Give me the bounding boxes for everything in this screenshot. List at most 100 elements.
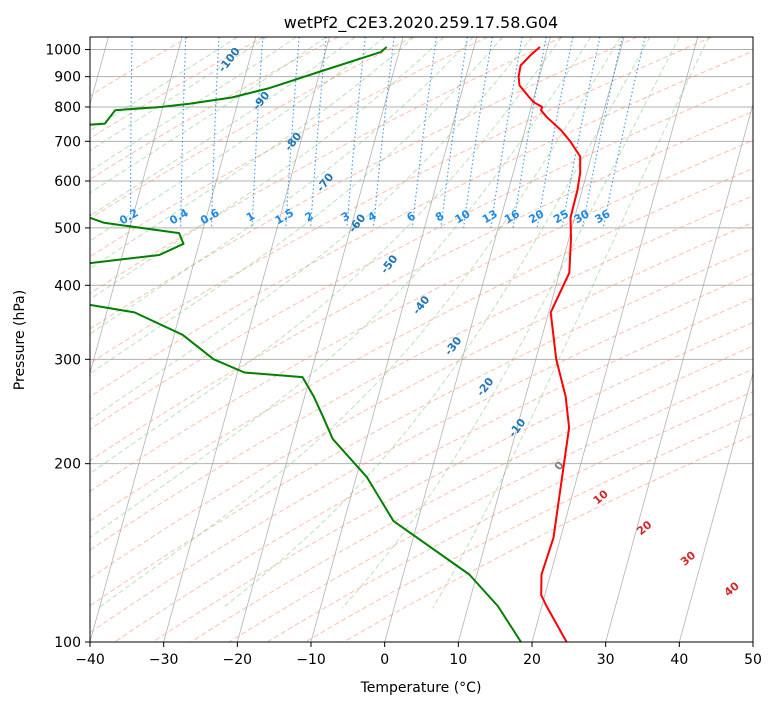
mixing-ratio-line <box>536 37 574 228</box>
dry-adiabat-label: 20 <box>634 518 654 538</box>
isotherm-label: -80 <box>282 130 305 154</box>
y-tick-label: 400 <box>54 278 81 294</box>
dry-adiabat-line <box>90 247 753 607</box>
dry-adiabat-label: 40 <box>722 579 742 599</box>
moist-adiabat-line <box>90 37 562 475</box>
x-tick-label: 40 <box>670 652 688 668</box>
moist-adiabat-line <box>90 37 268 152</box>
isotherm-line <box>678 371 753 642</box>
x-tick-label: 20 <box>523 652 541 668</box>
mixing-ratio-line <box>130 37 133 228</box>
moist-adiabat-line <box>90 37 386 242</box>
mixing-ratio-label: 6 <box>405 209 418 224</box>
moist-adiabat-line <box>90 37 415 270</box>
isotherm-line <box>457 37 625 642</box>
x-tick-label: 10 <box>449 652 467 668</box>
isotherm-line <box>605 102 753 642</box>
mixing-ratio-line <box>372 37 395 228</box>
isotherm-label: -30 <box>442 334 465 358</box>
isotherm-line <box>752 640 753 642</box>
y-tick-label: 100 <box>54 635 81 651</box>
dry-adiabat-line <box>90 37 488 258</box>
mixing-ratio-label: 0.6 <box>198 206 222 227</box>
isotherm-label: -10 <box>506 416 529 440</box>
dry-adiabat-label: 10 <box>591 487 611 507</box>
x-tick-label: −30 <box>149 652 179 668</box>
profile-series-layer <box>90 46 582 642</box>
mixing-ratio-label: 16 <box>502 207 522 226</box>
grid-layer <box>90 37 753 642</box>
dry-adiabat-line <box>90 139 753 492</box>
dry-adiabat-line <box>90 195 753 551</box>
mixing-ratio-label: 20 <box>526 207 546 226</box>
dry-adiabat-line <box>228 368 753 642</box>
y-tick-label: 900 <box>54 70 81 86</box>
x-tick-label: 0 <box>380 652 389 668</box>
x-tick-label: −40 <box>75 652 105 668</box>
dry-adiabat-label: 30 <box>678 549 698 569</box>
isotherm-label: -50 <box>378 252 401 276</box>
mixing-ratio-label: 36 <box>593 207 613 226</box>
temperature-profile-line <box>517 46 582 642</box>
dry-adiabat-line <box>90 37 563 295</box>
isotherm-line <box>384 37 551 642</box>
y-tick-label: 500 <box>54 221 81 237</box>
y-tick-label: 600 <box>54 174 81 190</box>
isotherm-line <box>163 37 330 642</box>
mixing-ratio-line <box>561 37 601 228</box>
isotherm-line <box>90 37 183 375</box>
mixing-ratio-line <box>440 37 469 228</box>
isotherm-line <box>236 37 404 642</box>
dry-adiabat-line <box>90 37 712 365</box>
mixing-ratio-label: 30 <box>572 207 592 226</box>
x-axis-ticks: −40 −30 −20 −10 0 10 20 30 40 50 <box>75 642 762 668</box>
mixing-ratio-line <box>490 37 523 228</box>
moist-adiabat-line <box>90 37 533 421</box>
dry-adiabat-line <box>90 37 264 139</box>
x-tick-label: −10 <box>296 652 326 668</box>
moist-adiabat-line <box>90 37 474 335</box>
y-axis-title: Pressure (hPa) <box>12 290 28 390</box>
mixing-ratio-line <box>82 37 84 228</box>
y-tick-label: 1000 <box>45 43 81 59</box>
reference-labels-layer: 0.1 0.2 0.4 0.6 1 1.5 2 3 4 6 8 10 13 16 20 25 30 36-100-… <box>70 45 742 599</box>
dry-adiabat-line <box>90 273 753 634</box>
mixing-ratio-line <box>602 37 646 229</box>
dry-adiabat-line <box>90 221 753 579</box>
isotherm-label: -40 <box>410 293 433 317</box>
mixing-ratio-line <box>581 37 623 229</box>
mixing-ratio-label: 0.4 <box>167 206 191 227</box>
x-tick-label: 50 <box>744 652 762 668</box>
isotherm-line <box>90 37 257 642</box>
y-axis-ticks: 100 200 300 400 500 600 700 800 900 1000 <box>45 43 90 651</box>
mixing-ratio-label: 1.5 <box>273 206 296 227</box>
mixing-ratio-line <box>346 37 366 228</box>
moist-adiabat-line <box>90 37 503 375</box>
mixing-ratio-label: 0.1 <box>70 206 93 227</box>
moist-adiabat-line <box>90 37 592 539</box>
mixing-ratio-line <box>310 37 327 228</box>
x-tick-label: −20 <box>223 652 253 668</box>
moist-adiabat-line <box>341 37 680 609</box>
dry-adiabat-line <box>343 434 753 642</box>
moist-adiabat-line <box>90 37 326 194</box>
dewpoint-profile-line <box>90 46 522 642</box>
x-axis-title: Temperature (°C) <box>360 680 482 696</box>
mixing-ratio-label: 13 <box>480 207 500 226</box>
moist-adiabat-line <box>90 37 297 172</box>
moist-adiabat-line <box>432 37 710 609</box>
y-tick-label: 700 <box>54 134 81 150</box>
y-tick-label: 300 <box>54 352 81 368</box>
x-tick-label: 30 <box>597 652 615 668</box>
y-tick-label: 800 <box>54 100 81 116</box>
dry-adiabat-line <box>90 110 753 462</box>
chart-title: wetPf2_C2E3.2020.259.17.58.G04 <box>284 13 558 33</box>
moist-adiabat-line <box>90 37 356 217</box>
moist-adiabat-line <box>90 37 238 132</box>
dry-adiabat-line <box>267 390 753 642</box>
mixing-ratio-label: 1 <box>244 209 257 224</box>
dry-adiabat-line <box>114 297 753 642</box>
dry-adiabat-line <box>90 37 638 330</box>
moist-adiabat-line <box>97 37 621 609</box>
